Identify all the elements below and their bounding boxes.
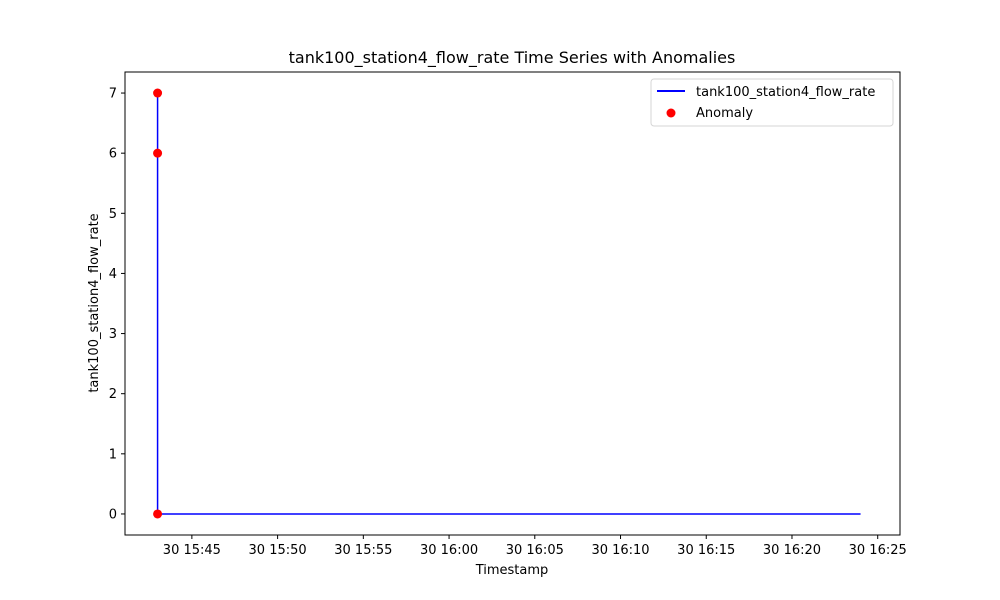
x-tick-label: 30 15:55 [334,543,392,558]
anomaly-point [153,88,163,98]
x-tick-label: 30 16:15 [677,543,735,558]
y-tick-label: 4 [109,267,117,282]
chart-title: tank100_station4_flow_rate Time Series w… [289,48,736,68]
x-axis-label: Timestamp [475,563,549,578]
legend-box [650,78,894,127]
legend-anomaly-label: Anomaly [696,106,753,121]
y-tick-label: 1 [109,447,117,462]
x-tick-label: 30 15:45 [163,543,221,558]
plot-frame [124,71,901,536]
plot-area [125,72,900,535]
y-tick-label: 3 [109,327,117,342]
x-tick-label: 30 16:25 [849,543,907,558]
y-tick-label: 5 [109,207,117,222]
y-tick-label: 6 [109,147,117,162]
x-axis-ticks: 30 15:45 30 15:50 30 15:55 30 16:00 30 16:05… [163,535,907,558]
x-tick-label: 30 16:20 [763,543,821,558]
x-tick-label: 30 16:05 [506,543,564,558]
y-axis-ticks: 0 1 2 3 4 5 6 7 [109,87,125,522]
y-tick-label: 7 [109,87,117,102]
anomaly-point [153,509,163,519]
y-tick-label: 2 [109,387,117,402]
legend-anomaly-marker [666,108,676,118]
anomaly-point [153,148,163,158]
y-tick-label: 0 [109,507,117,522]
y-axis-label: tank100_station4_flow_rate [87,213,102,392]
legend: tank100_station4_flow_rate Anomaly [650,78,894,127]
legend-series-label: tank100_station4_flow_rate [696,85,875,100]
x-tick-label: 30 15:50 [249,543,307,558]
x-tick-label: 30 16:00 [420,543,478,558]
x-tick-label: 30 16:10 [591,543,649,558]
anomaly-layer [153,88,163,519]
